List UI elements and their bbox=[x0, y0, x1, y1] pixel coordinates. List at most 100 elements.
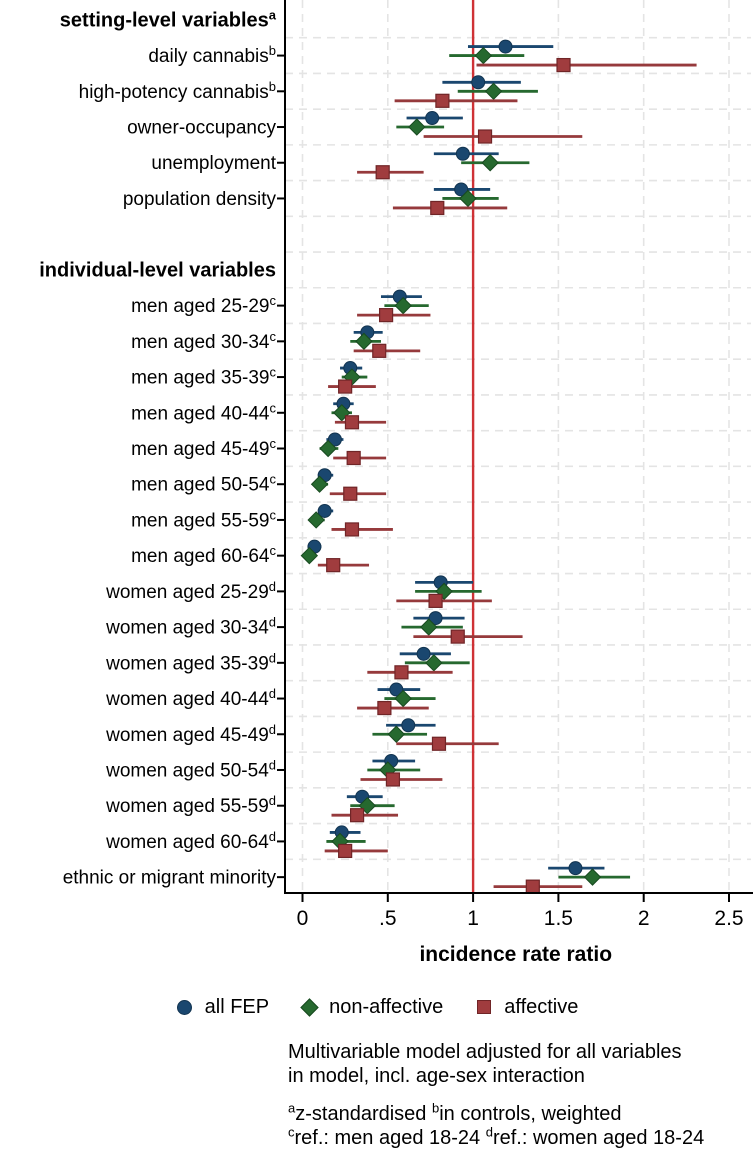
marker-affective bbox=[344, 415, 360, 430]
marker-non-affective bbox=[310, 475, 329, 493]
label-superscript: a bbox=[269, 7, 277, 22]
category-label: men aged 40-44c bbox=[131, 400, 276, 424]
forest-plot-canvas: setting-level variablesa daily cannabisb h… bbox=[39, 0, 753, 966]
category-label: women aged 35-39d bbox=[105, 650, 276, 674]
footnote-ab: az-standardised bin controls, weighted bbox=[288, 1100, 622, 1125]
marker-non-affective bbox=[420, 618, 438, 636]
marker-non-affective bbox=[481, 154, 499, 172]
marker-non-affective bbox=[474, 46, 493, 65]
marker-non-affective bbox=[459, 189, 477, 208]
footnote-superscript: a bbox=[288, 1100, 296, 1116]
legend-item-affective: affective bbox=[477, 996, 578, 1019]
marker-affective bbox=[525, 879, 540, 894]
x-tick-label: 1 bbox=[467, 907, 479, 930]
marker-affective bbox=[378, 308, 394, 323]
category-label: daily cannabisb bbox=[148, 43, 276, 67]
label-superscript: c bbox=[270, 436, 277, 451]
marker-non-affective bbox=[484, 82, 503, 101]
category-label: men aged 35-39c bbox=[131, 365, 276, 389]
category-label: women aged 25-29d bbox=[105, 579, 276, 603]
x-tick-label: 1.5 bbox=[544, 907, 573, 930]
marker-affective bbox=[343, 486, 358, 501]
marker-non-affective bbox=[583, 868, 602, 886]
label-superscript: b bbox=[269, 79, 276, 94]
marker-affective bbox=[394, 665, 409, 680]
marker-affective bbox=[338, 379, 353, 394]
notes: Multivariable model adjusted for all var… bbox=[288, 1040, 750, 1150]
label-superscript: d bbox=[269, 793, 276, 808]
marker-all-fep bbox=[454, 182, 469, 197]
label-superscript: c bbox=[270, 293, 277, 308]
marker-affective bbox=[338, 843, 353, 859]
legend-label-affective: affective bbox=[504, 995, 579, 1018]
marker-non-affective bbox=[355, 332, 373, 351]
marker-non-affective bbox=[394, 296, 412, 315]
marker-affective bbox=[377, 700, 392, 716]
model-note-line1: Multivariable model adjusted for all var… bbox=[288, 1041, 682, 1063]
marker-all-fep bbox=[455, 146, 470, 161]
category-label: women aged 55-59d bbox=[105, 793, 276, 817]
label-superscript: d bbox=[269, 579, 276, 594]
category-label: men aged 50-54c bbox=[131, 472, 276, 496]
marker-affective bbox=[428, 593, 443, 608]
label-superscript: c bbox=[270, 507, 277, 522]
label-superscript: c bbox=[270, 543, 277, 558]
footnote-superscript: d bbox=[485, 1124, 493, 1140]
legend-label-all-fep: all FEP bbox=[204, 995, 270, 1018]
marker-affective bbox=[375, 165, 390, 180]
category-label: unemployment bbox=[151, 153, 276, 174]
category-label: men aged 60-64c bbox=[131, 543, 276, 567]
label-superscript: b bbox=[269, 43, 276, 58]
circle-marker-icon bbox=[176, 999, 192, 1015]
model-note-line2: in model, incl. age-sex interaction bbox=[288, 1065, 585, 1087]
category-label: high-potency cannabisb bbox=[79, 79, 276, 103]
label-superscript: d bbox=[269, 757, 276, 772]
category-label: women aged 40-44d bbox=[105, 686, 276, 710]
legend-item-non-affective: non-affective bbox=[300, 995, 444, 1019]
marker-affective bbox=[431, 736, 447, 751]
category-label: women aged 45-49d bbox=[105, 722, 276, 746]
section-header-label: individual-level variables bbox=[39, 259, 276, 281]
label-superscript: c bbox=[270, 365, 277, 380]
marker-non-affective bbox=[319, 439, 337, 458]
category-label: men aged 25-29c bbox=[131, 293, 276, 317]
marker-non-affective bbox=[307, 511, 325, 529]
marker-all-fep bbox=[401, 718, 416, 733]
category-label: owner-occupancy bbox=[127, 118, 276, 139]
marker-all-fep bbox=[389, 682, 404, 697]
label-superscript: d bbox=[269, 615, 276, 630]
marker-affective bbox=[385, 772, 401, 787]
marker-non-affective bbox=[425, 654, 443, 672]
marker-affective bbox=[435, 93, 450, 108]
marker-non-affective bbox=[387, 725, 406, 743]
category-label: ethnic or migrant minority bbox=[63, 868, 277, 889]
marker-all-fep bbox=[317, 503, 332, 518]
footnote-cd: cref.: men aged 18-24 dref.: women aged … bbox=[288, 1124, 705, 1149]
marker-all-fep bbox=[471, 75, 486, 90]
marker-all-fep bbox=[498, 39, 513, 54]
category-label: men aged 30-34c bbox=[131, 329, 276, 353]
marker-affective bbox=[430, 200, 445, 216]
footnote-superscript: b bbox=[431, 1100, 440, 1116]
marker-all-fep bbox=[428, 611, 443, 626]
category-label: women aged 30-34d bbox=[105, 615, 276, 639]
footnotes: az-standardised bin controls, weighted c… bbox=[288, 1100, 750, 1150]
legend-label-non-affective: non-affective bbox=[329, 995, 444, 1018]
square-marker-icon bbox=[477, 1000, 492, 1014]
category-label: men aged 55-59c bbox=[131, 507, 276, 531]
footnote-superscript: c bbox=[288, 1124, 295, 1140]
label-superscript: d bbox=[269, 829, 276, 844]
marker-non-affective bbox=[300, 546, 319, 565]
section-header-label: setting-level variablesa bbox=[60, 7, 277, 31]
category-label: population density bbox=[123, 189, 277, 210]
category-label: women aged 60-64d bbox=[105, 829, 276, 853]
marker-affective bbox=[346, 450, 361, 466]
label-superscript: c bbox=[270, 400, 277, 415]
legend: all FEP non-affective affective bbox=[0, 993, 755, 1021]
legend-item-all-fep: all FEP bbox=[176, 995, 270, 1019]
x-tick-label: 0 bbox=[297, 907, 309, 930]
label-superscript: c bbox=[270, 472, 277, 487]
x-axis-title: incidence rate ratio bbox=[419, 943, 612, 966]
marker-affective bbox=[477, 129, 493, 144]
